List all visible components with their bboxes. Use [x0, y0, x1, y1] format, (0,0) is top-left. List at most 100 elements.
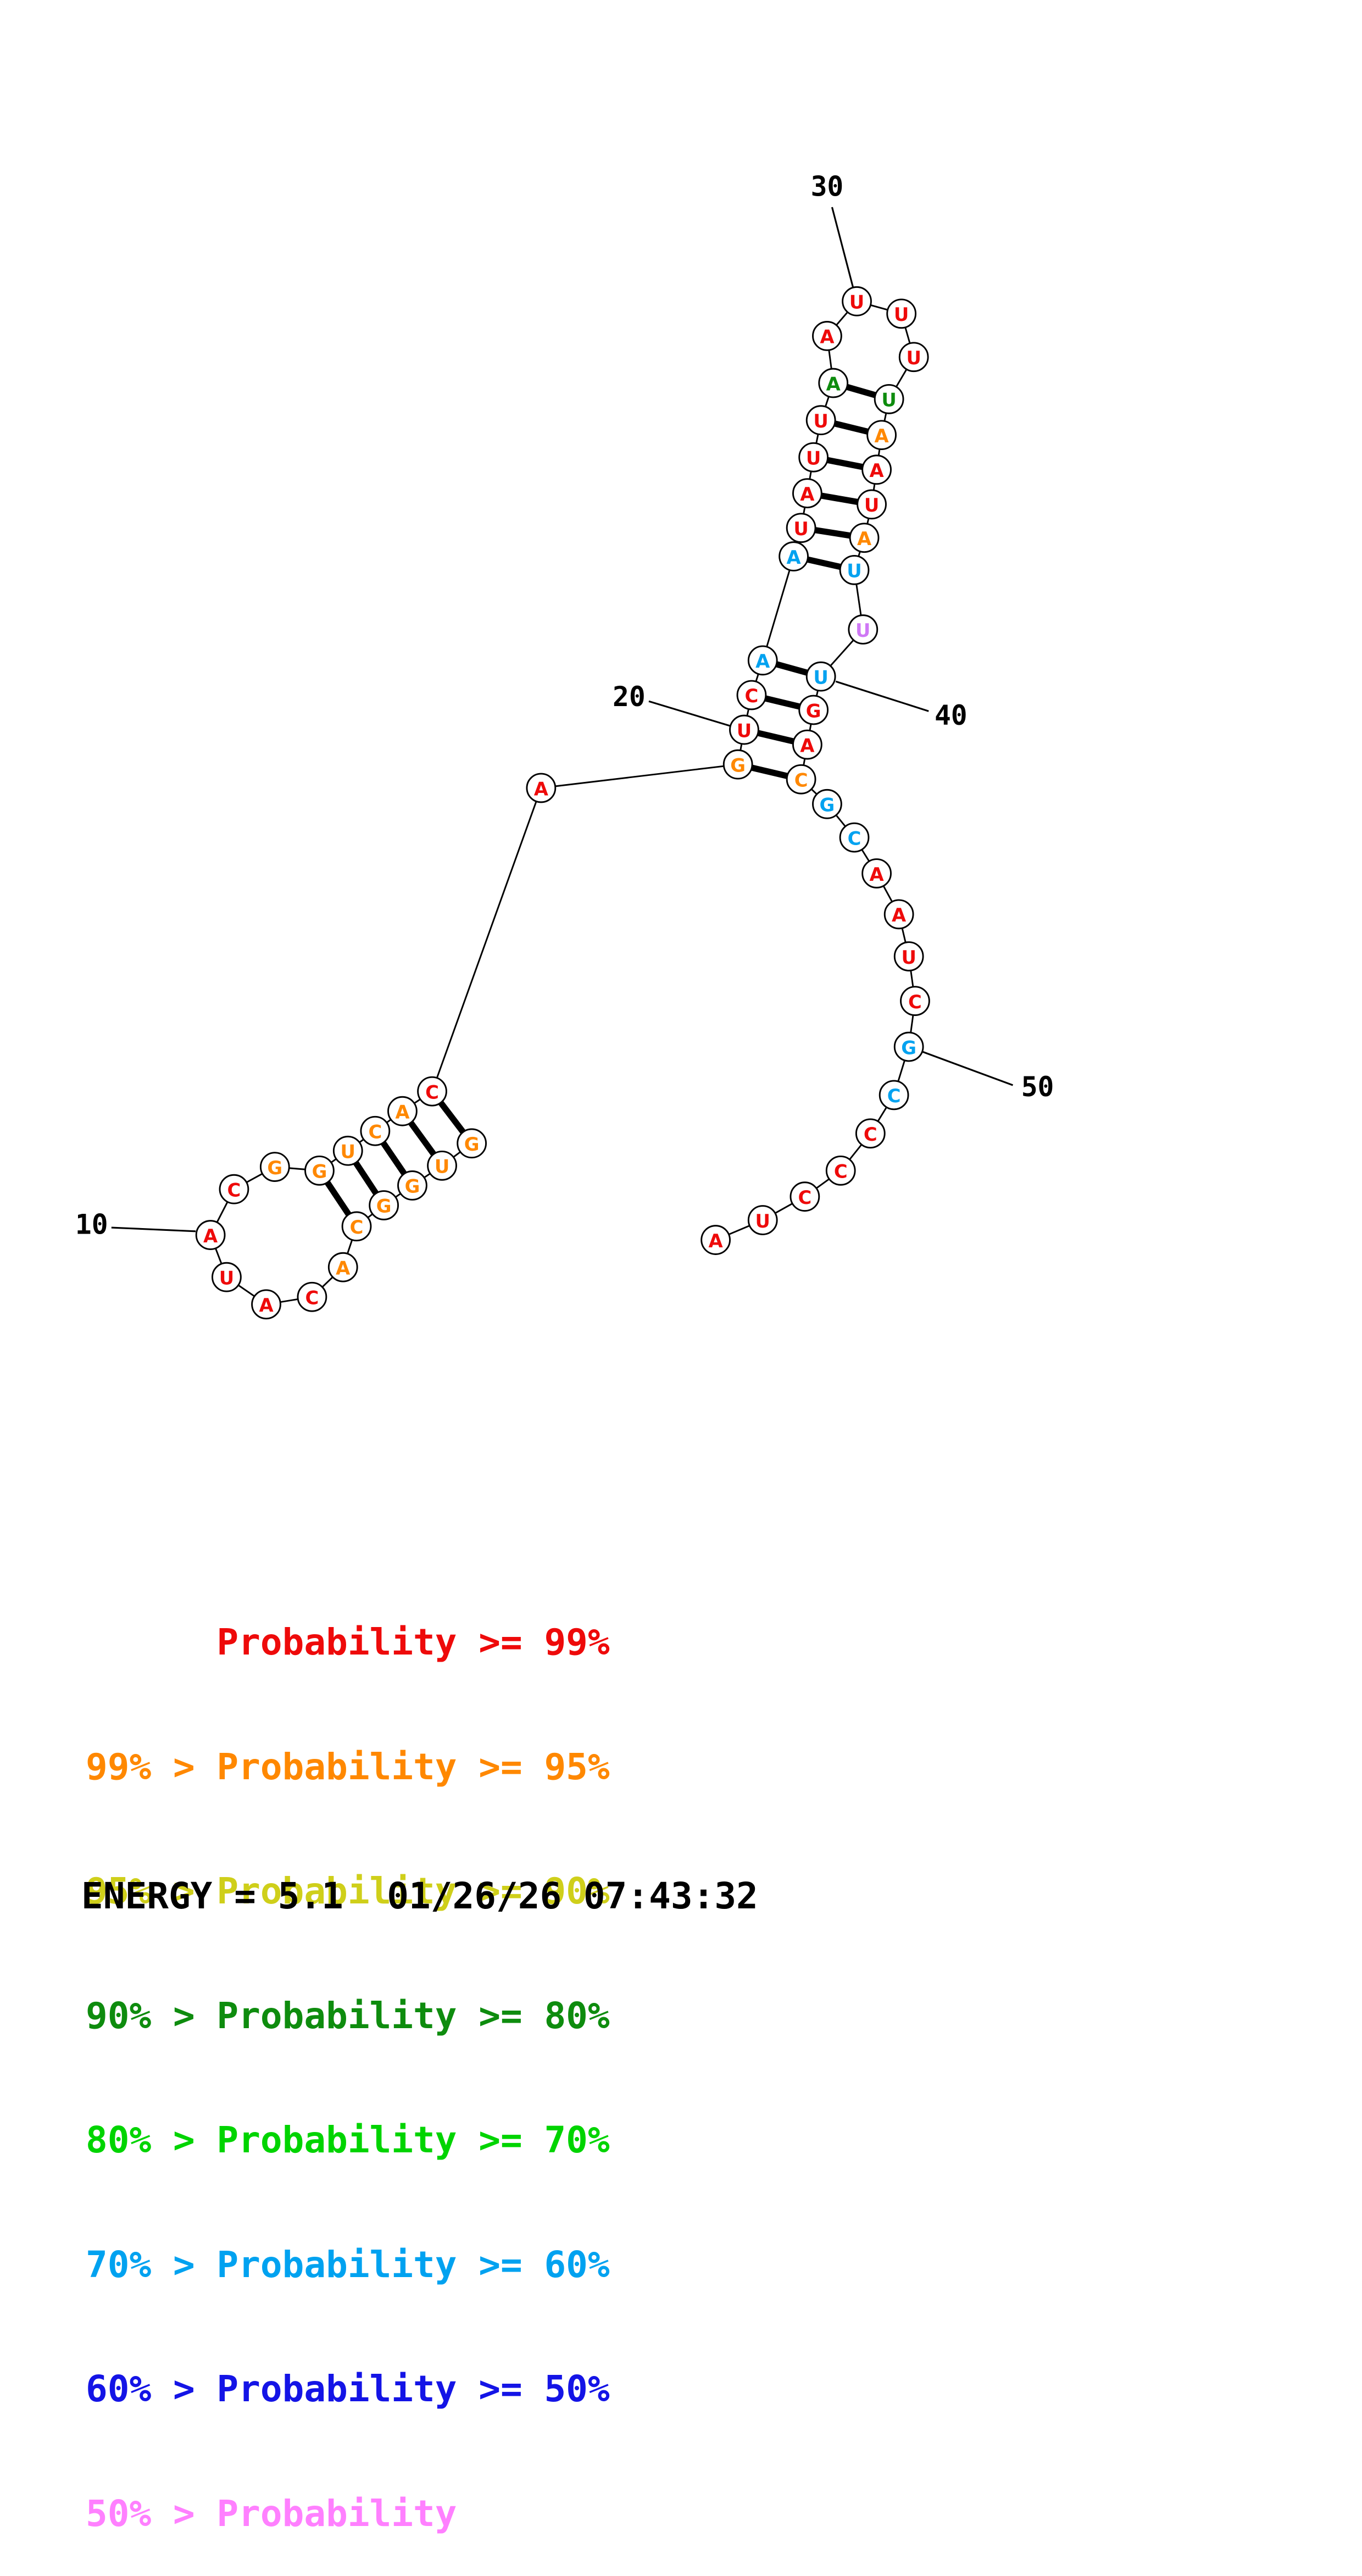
nucleotide-circle [812, 321, 842, 351]
nucleotide-circle [825, 1155, 856, 1186]
nucleotide-circle [701, 1225, 731, 1255]
nucleotide-base-40: U [813, 667, 828, 688]
nucleotide-base-52: C [864, 1124, 877, 1145]
nucleotide-base-9: U [219, 1267, 234, 1289]
nucleotide-base-23: A [786, 547, 800, 568]
nucleotide-base-18: A [534, 778, 548, 800]
position-leader-line [648, 700, 731, 727]
nucleotide-base-47: A [892, 904, 906, 926]
nucleotide-circle [790, 1181, 820, 1212]
backbone-segment [541, 763, 738, 789]
legend-row: 50% > Probability [86, 2492, 457, 2535]
legend-row: 95% > Probability >= 90% [86, 1870, 610, 1912]
nucleotide-circle [893, 941, 924, 971]
nucleotide-base-12: G [267, 1157, 282, 1179]
nucleotide-circle [387, 1096, 418, 1126]
nucleotide-circle [369, 1190, 399, 1220]
legend-row: Probability >= 99% [86, 1621, 610, 1663]
nucleotide-circle [457, 1128, 487, 1159]
nucleotide-base-55: U [755, 1211, 770, 1232]
nucleotide-base-6: A [336, 1257, 350, 1279]
nucleotide-circle [886, 298, 917, 329]
nucleotide-circle [219, 1174, 249, 1204]
nucleotide-circle [798, 695, 829, 725]
nucleotide-circle [747, 645, 778, 676]
nucleotide-base-31: U [894, 304, 909, 325]
nucleotide-base-32: U [906, 347, 921, 369]
nucleotide-circle [805, 661, 836, 692]
nucleotide-base-16: A [395, 1101, 409, 1123]
backbone-segment [431, 787, 542, 1092]
nucleotide-base-51: C [887, 1085, 901, 1107]
nucleotide-circle [792, 478, 822, 508]
probability-legend: Probability >= 99% 99% > Probability >= … [86, 1539, 610, 2576]
legend-row: 70% > Probability >= 60% [86, 2243, 610, 2286]
nucleotide-base-10: A [203, 1225, 218, 1247]
nucleotide-base-45: C [848, 828, 861, 849]
nucleotide-base-27: U [813, 410, 828, 432]
legend-row: 99% > Probability >= 95% [86, 1745, 610, 1788]
backbone-segment [761, 556, 794, 661]
nucleotide-base-11: C [227, 1179, 241, 1201]
nucleotide-circle [526, 773, 557, 803]
nucleotide-base-35: A [869, 460, 883, 481]
nucleotide-circle [360, 1115, 391, 1146]
nucleotide-circle [195, 1220, 226, 1250]
nucleotide-circle [861, 858, 892, 889]
position-label-50: 50 [1021, 1071, 1054, 1103]
nucleotide-base-37: A [857, 528, 871, 549]
nucleotide-circle [417, 1076, 447, 1107]
position-leader-line [835, 680, 929, 712]
nucleotide-base-49: C [908, 991, 922, 1013]
nucleotide-base-1: G [464, 1134, 480, 1155]
nucleotide-base-36: U [864, 495, 879, 516]
nucleotide-base-48: U [901, 947, 916, 968]
nucleotide-circle [805, 405, 836, 436]
nucleotide-circle [857, 489, 887, 520]
nucleotide-circle [879, 1080, 909, 1111]
legend-row: 80% > Probability >= 70% [86, 2119, 610, 2161]
nucleotide-circle [786, 764, 816, 795]
nucleotide-circle [798, 442, 829, 473]
nucleotide-circle [866, 420, 897, 451]
nucleotide-circle [900, 986, 930, 1016]
nucleotide-circle [893, 1031, 924, 1062]
nucleotide-base-17: C [425, 1081, 439, 1103]
nucleotide-base-56: A [709, 1230, 723, 1252]
nucleotide-circle [786, 513, 816, 543]
nucleotide-base-53: C [834, 1161, 848, 1182]
nucleotide-circle [842, 286, 872, 317]
nucleotide-base-19: G [730, 754, 746, 776]
nucleotide-circle [818, 368, 849, 398]
nucleotide-circle [212, 1262, 242, 1292]
nucleotide-base-33: U [881, 390, 896, 411]
nucleotide-circle [736, 680, 767, 710]
nucleotide-base-39: U [855, 620, 870, 641]
nucleotide-base-41: G [806, 700, 821, 721]
position-leader-line [111, 1226, 196, 1233]
nucleotide-circle [427, 1150, 457, 1181]
nucleotide-base-24: U [793, 518, 808, 540]
position-label-30: 30 [811, 171, 844, 203]
nucleotide-circle [259, 1152, 290, 1182]
nucleotide-circle [397, 1170, 427, 1201]
nucleotide-base-3: G [405, 1176, 420, 1197]
nucleotide-base-42: A [800, 735, 814, 756]
nucleotide-base-26: U [806, 448, 821, 469]
nucleotide-circle [861, 454, 892, 485]
nucleotide-base-21: C [745, 685, 759, 707]
nucleotide-circle [304, 1155, 335, 1186]
nucleotide-circle [332, 1135, 363, 1166]
nucleotide-base-4: G [376, 1196, 392, 1217]
position-leader-line [831, 207, 854, 288]
nucleotide-base-22: A [755, 651, 770, 672]
nucleotide-base-5: C [350, 1217, 364, 1238]
nucleotide-base-15: C [368, 1122, 382, 1143]
nucleotide-base-29: A [820, 326, 834, 348]
nucleotide-circle [779, 541, 809, 571]
legend-row: 90% > Probability >= 80% [86, 1994, 610, 2037]
nucleotide-base-34: A [875, 425, 889, 447]
nucleotide-circle [898, 342, 929, 373]
nucleotide-base-28: A [826, 373, 841, 395]
